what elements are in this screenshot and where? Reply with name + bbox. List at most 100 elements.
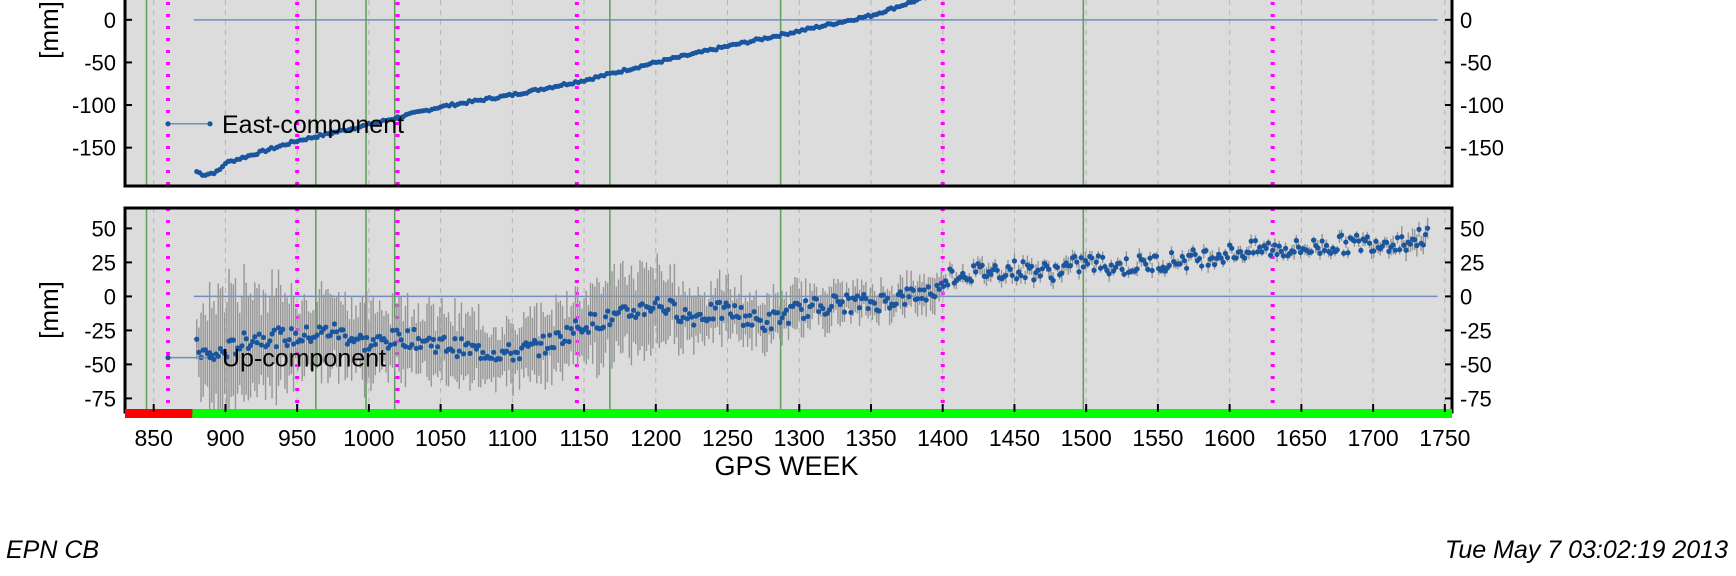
- x-tick-label: 1100: [488, 425, 537, 451]
- up-data-point: [275, 325, 282, 331]
- up-data-point: [1351, 238, 1358, 244]
- up-data-point: [230, 337, 236, 343]
- up-data-point: [372, 341, 378, 348]
- up-data-point: [1072, 253, 1078, 259]
- up-data-point: [945, 282, 951, 288]
- up-data-point: [1407, 241, 1413, 247]
- up-data-point: [413, 345, 419, 352]
- up-data-point: [465, 340, 471, 346]
- up-data-point: [488, 355, 495, 361]
- y-tick-label-left: 0: [104, 8, 116, 33]
- up-data-point: [740, 322, 746, 328]
- up-data-point: [1321, 247, 1327, 254]
- up-data-point: [1046, 266, 1052, 272]
- y-tick-label-left: -100: [72, 93, 116, 118]
- x-tick-label: 1000: [343, 425, 394, 451]
- up-data-point: [415, 335, 421, 342]
- up-data-point: [252, 334, 258, 340]
- up-data-point: [803, 298, 809, 304]
- up-data-point: [1097, 265, 1104, 271]
- up-data-point: [859, 296, 865, 302]
- x-tick-label: 850: [135, 425, 173, 451]
- status-bar-segment: [125, 409, 193, 418]
- y-tick-label-left: 25: [92, 250, 116, 275]
- east-data-point: [917, 0, 922, 1]
- up-data-point: [323, 324, 329, 330]
- up-data-point: [1248, 238, 1254, 244]
- up-data-point: [1399, 234, 1405, 240]
- up-data-point: [813, 296, 820, 302]
- up-data-point: [615, 310, 622, 316]
- up-data-point: [1291, 249, 1297, 255]
- up-data-point: [1397, 247, 1403, 253]
- up-data-point: [708, 301, 714, 307]
- up-data-point: [729, 314, 736, 320]
- up-data-point: [1078, 255, 1084, 261]
- east-plot-area: [125, 0, 1452, 186]
- up-data-point: [856, 305, 863, 311]
- up-data-point: [1179, 253, 1185, 260]
- up-data-point: [665, 306, 671, 313]
- x-tick-label: 1300: [774, 425, 825, 451]
- up-data-point: [1356, 238, 1362, 244]
- up-data-point: [555, 329, 561, 336]
- up-data-point: [680, 314, 686, 321]
- up-data-point: [383, 339, 389, 345]
- up-data-point: [452, 336, 458, 342]
- up-data-point: [919, 295, 925, 302]
- up-data-point: [828, 303, 835, 310]
- up-data-point: [721, 304, 727, 310]
- x-tick-label: 1450: [989, 425, 1040, 451]
- up-data-point: [745, 321, 751, 327]
- up-data-point: [1080, 264, 1086, 270]
- up-data-point: [224, 354, 230, 360]
- up-data-point: [1257, 244, 1263, 250]
- up-data-point: [1007, 266, 1013, 272]
- east-component-panel: 0 0 -50 -50 -100 -100 -150 -150 [mm] East-compone…: [34, 0, 1504, 188]
- up-data-point: [256, 331, 262, 337]
- up-data-point: [260, 334, 267, 341]
- up-data-point: [458, 336, 465, 342]
- up-data-point: [899, 293, 906, 299]
- up-data-point: [942, 278, 949, 284]
- up-data-point: [785, 320, 792, 326]
- up-data-point: [1112, 264, 1119, 270]
- up-component-panel: 50 50 25 25 0 0 -25 -25 -50 -50 -75 -75 [mm] Up-compo…: [34, 206, 1492, 414]
- up-data-point: [605, 308, 611, 314]
- up-data-point: [904, 286, 910, 292]
- up-data-point: [921, 287, 927, 293]
- up-data-point: [736, 314, 742, 321]
- up-data-point: [299, 338, 305, 344]
- up-data-point: [1009, 272, 1015, 279]
- up-data-point: [587, 311, 594, 317]
- x-tick-label: 900: [206, 425, 244, 451]
- up-data-point: [1076, 269, 1082, 275]
- up-data-point: [1392, 247, 1398, 253]
- up-data-point: [327, 332, 333, 339]
- y-tick-label-left: -50: [84, 352, 116, 377]
- up-data-point: [674, 314, 680, 320]
- up-data-point: [1184, 265, 1190, 271]
- up-data-point: [241, 330, 247, 336]
- y-tick-label-left: 50: [92, 216, 116, 241]
- up-data-point: [247, 342, 254, 349]
- up-data-point: [1265, 240, 1271, 246]
- up-data-point: [308, 338, 314, 344]
- east-plot-content: [145, 0, 1446, 186]
- up-data-point: [1384, 239, 1390, 246]
- up-data-point: [314, 332, 320, 338]
- up-data-point: [1020, 259, 1026, 265]
- up-data-point: [267, 338, 273, 344]
- up-data-point: [1263, 245, 1269, 251]
- up-data-point: [1298, 249, 1304, 256]
- up-data-point: [506, 342, 512, 348]
- up-data-point: [719, 315, 725, 321]
- up-data-point: [196, 349, 202, 355]
- up-data-point: [936, 286, 942, 292]
- up-data-point: [232, 351, 239, 357]
- up-data-point: [334, 329, 340, 335]
- up-data-point: [1209, 255, 1216, 261]
- up-data-point: [717, 299, 723, 305]
- up-data-point: [478, 355, 484, 362]
- up-data-point: [865, 305, 871, 312]
